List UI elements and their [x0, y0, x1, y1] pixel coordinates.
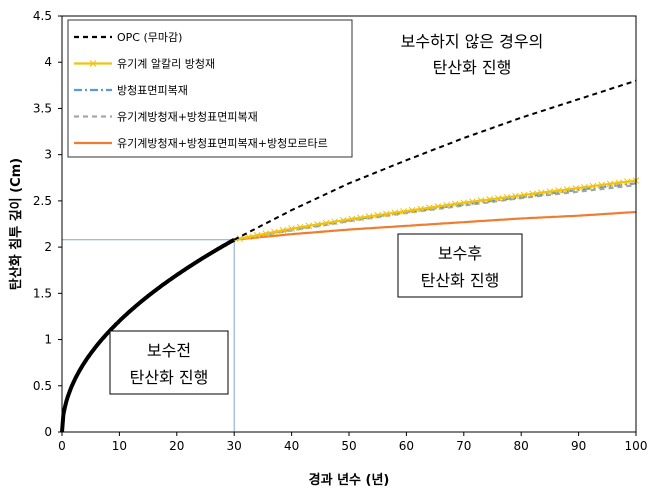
x-tick-label: 0	[58, 439, 66, 453]
series-marker	[296, 223, 304, 231]
series-marker	[469, 198, 476, 205]
series-marker	[598, 181, 605, 189]
series-marker	[365, 213, 373, 220]
series-marker	[322, 219, 330, 227]
y-tick-label: 1.5	[33, 286, 52, 300]
series-marker	[426, 204, 433, 212]
series-marker	[417, 205, 425, 213]
y-tick-label: 2.5	[33, 194, 52, 208]
series-marker	[382, 210, 390, 218]
x-tick-label: 20	[169, 439, 184, 453]
annotation-pre-repair-line2: 탄산화 진행	[130, 368, 209, 387]
series-marker	[245, 233, 252, 241]
legend-label-2: 방청표면피복재	[117, 84, 188, 97]
x-tick-label: 30	[227, 439, 242, 453]
x-tick-label: 80	[514, 439, 529, 453]
series-line-4	[234, 210, 637, 241]
series-marker	[486, 196, 493, 203]
series-marker	[546, 188, 554, 195]
x-tick-label: 90	[571, 439, 586, 453]
series-marker	[253, 231, 261, 239]
x-axis-label: 경과 년수 (년)	[309, 472, 390, 488]
y-tick-label: 0	[44, 425, 52, 439]
series-marker	[451, 200, 459, 208]
legend-marker	[89, 60, 97, 67]
series-marker	[271, 228, 278, 236]
y-tick-label: 4	[44, 55, 52, 69]
series-marker	[537, 189, 545, 197]
series-lines	[60, 79, 640, 433]
series-marker	[580, 183, 588, 191]
legend-label-3: 유기계방청재+방청표면피복재	[117, 111, 258, 124]
x-tick-label: 10	[112, 439, 127, 453]
y-axis-label: 탄산화 침투 깊이 (Cm)	[8, 158, 24, 290]
series-marker	[460, 199, 468, 207]
series-marker	[236, 235, 244, 242]
legend-label-0: OPC (무마감)	[117, 31, 182, 44]
series-marker	[408, 206, 416, 214]
annotation-post-repair-box	[397, 233, 523, 298]
series-marker	[262, 230, 270, 237]
annotation-post-repair: 보수후 탄산화 진행	[397, 233, 523, 298]
y-tick-label: 2	[44, 240, 52, 254]
annotation-no-repair-line2: 탄산화 진행	[433, 58, 512, 77]
series-marker	[391, 209, 399, 217]
legend-box	[67, 19, 353, 158]
legend: OPC (무마감) 유기계 알칼리 방청재방청표면피복재유기계방청재+방청표면피복…	[67, 19, 353, 158]
series-marker	[529, 190, 537, 198]
annotation-post-repair-line1: 보수후	[438, 244, 482, 263]
series-marker	[288, 225, 295, 232]
annotation-no-repair: 보수하지 않은 경우의 탄산화 진행	[382, 19, 562, 88]
series-marker	[400, 208, 407, 215]
series-marker	[572, 184, 580, 192]
y-tick-label: 3.5	[33, 101, 52, 115]
y-tick-label: 3	[44, 148, 52, 162]
x-tick-label: 70	[456, 439, 471, 453]
axis-ticks: 0 10 20 30 40 50 60 70 80 90 100 0 0.5 1 1.5 2 2.5 3 3.5 4 4…	[33, 9, 648, 453]
series-marker	[374, 211, 382, 219]
series-marker	[589, 182, 597, 190]
pre-repair-curve	[60, 237, 236, 433]
series-marker	[331, 218, 339, 226]
series-marker	[555, 187, 562, 194]
plot-area-border	[61, 15, 637, 433]
x-tick-label: 100	[625, 439, 648, 453]
series-marker	[357, 214, 364, 222]
annotation-pre-repair: 보수전 탄산화 진행	[109, 330, 229, 395]
annotation-no-repair-box	[382, 19, 562, 88]
y-tick-label: 1	[44, 333, 52, 347]
series-marker	[314, 221, 321, 228]
series-line-1	[234, 179, 637, 241]
annotation-post-repair-line2: 탄산화 진행	[421, 271, 500, 290]
series-marker	[624, 178, 631, 186]
series-marker	[305, 222, 313, 230]
series-marker	[443, 201, 450, 209]
series-marker	[563, 186, 571, 193]
legend-label-4: 유기계방청재+방청표면피복재+방청모르타르	[117, 137, 328, 150]
y-tick-label: 4.5	[33, 9, 52, 23]
series-line-0	[233, 79, 637, 241]
series-marker	[339, 216, 347, 224]
series-marker	[434, 203, 442, 210]
series-marker	[494, 194, 502, 202]
annotation-pre-repair-line1: 보수전	[147, 341, 191, 360]
y-tick-label: 0.5	[33, 379, 52, 393]
series-marker	[606, 180, 614, 188]
annotation-pre-repair-box	[109, 330, 229, 395]
x-tick-label: 50	[341, 439, 356, 453]
legend-label-1: 유기계 알칼리 방청재	[117, 57, 215, 71]
x-tick-label: 60	[399, 439, 414, 453]
series-marker	[279, 226, 287, 234]
series-marker	[615, 179, 623, 187]
series-marker	[512, 192, 519, 200]
annotation-no-repair-line1: 보수하지 않은 경우의	[401, 32, 544, 51]
x-tick-label: 40	[284, 439, 299, 453]
reference-guides	[62, 239, 235, 432]
series-marker	[477, 197, 485, 204]
series-marker	[520, 191, 528, 199]
series-marker	[348, 215, 356, 223]
series-marker	[503, 193, 511, 201]
